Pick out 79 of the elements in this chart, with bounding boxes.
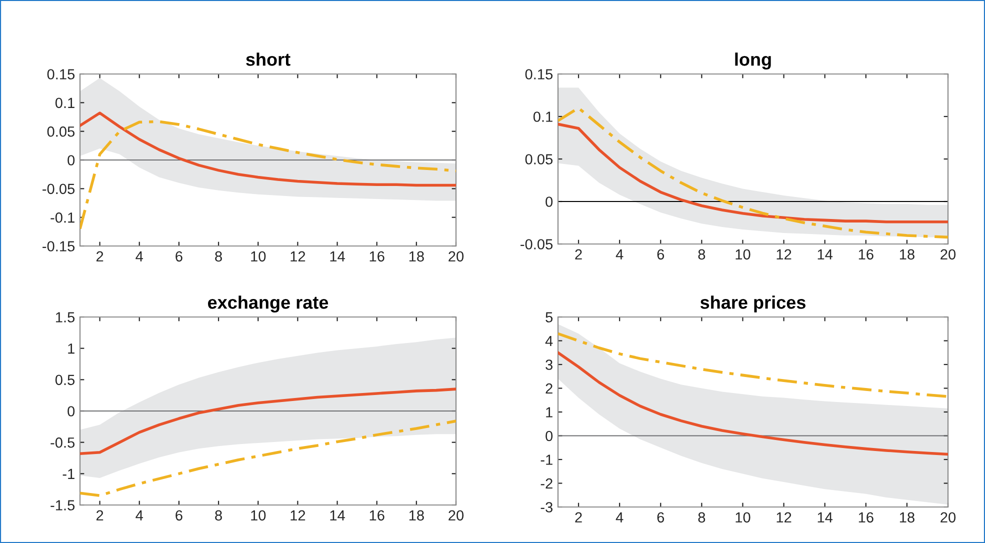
x-tick-label: 20 <box>940 249 956 260</box>
x-tick-label: 8 <box>215 510 222 521</box>
x-tick-label: 8 <box>698 249 706 260</box>
x-tick-label: 10 <box>736 512 750 523</box>
line-series <box>80 388 456 456</box>
y-tick-label: -3 <box>540 502 552 512</box>
y-tick-label: 0.1 <box>55 98 74 108</box>
x-tick-label: 12 <box>290 251 306 262</box>
chart-title: exchange rate <box>208 296 328 312</box>
x-tick-label: 14 <box>330 251 345 262</box>
x-tick-label: 14 <box>330 510 345 520</box>
y-tick-label: 0.5 <box>55 374 75 386</box>
x-tick-label: 12 <box>776 249 792 260</box>
x-tick-label: 8 <box>698 512 706 523</box>
y-tick-label: -1 <box>540 454 552 465</box>
line-series <box>80 120 456 230</box>
x-tick-label: 18 <box>900 512 914 523</box>
x-tick-label: 2 <box>96 510 104 520</box>
y-tick-label: 0.15 <box>47 69 75 80</box>
x-tick-label: 10 <box>736 249 750 260</box>
x-tick-label: 16 <box>370 251 384 262</box>
line-series <box>558 351 948 456</box>
x-tick-label: 2 <box>575 249 582 260</box>
x-tick-label: 6 <box>176 251 182 262</box>
x-tick-label: 18 <box>409 251 424 262</box>
y-tick-label: 0.1 <box>533 112 552 122</box>
y-tick-label: 1 <box>68 344 74 354</box>
line-series <box>558 332 948 398</box>
y-tick-label: -1 <box>62 468 74 479</box>
y-tick-label: 0 <box>68 155 75 166</box>
x-tick-label: 16 <box>370 510 384 521</box>
y-tick-label: 0 <box>546 430 553 442</box>
x-tick-label: 4 <box>136 251 143 262</box>
x-tick-label: 16 <box>858 512 874 523</box>
line-series <box>558 122 948 224</box>
x-tick-label: 12 <box>776 512 792 522</box>
x-tick-label: 4 <box>616 512 624 522</box>
y-tick-label: 2 <box>546 383 552 394</box>
x-tick-label: 10 <box>251 251 266 262</box>
y-tick-label: 0.15 <box>525 69 553 80</box>
x-tick-label: 16 <box>858 249 874 260</box>
x-tick-label: 8 <box>215 251 222 262</box>
x-tick-label: 20 <box>448 251 464 262</box>
x-tick-label: 4 <box>136 510 143 520</box>
y-tick-label: -2 <box>540 478 552 489</box>
y-tick-label: -0.05 <box>42 184 75 194</box>
y-tick-label: 1 <box>546 407 552 418</box>
y-tick-label: -0.05 <box>520 239 553 250</box>
y-tick-label: -0.15 <box>42 241 75 252</box>
x-tick-label: 20 <box>448 510 464 521</box>
x-tick-label: 2 <box>96 251 104 262</box>
x-tick-label: 4 <box>616 249 624 260</box>
x-tick-label: 10 <box>251 510 266 521</box>
y-tick-label: 0.05 <box>47 126 75 137</box>
x-tick-label: 6 <box>657 249 664 260</box>
y-tick-label: -0.1 <box>50 212 74 223</box>
x-tick-label: 2 <box>575 512 582 522</box>
y-tick-label: 0 <box>546 196 553 207</box>
x-tick-label: 12 <box>290 510 306 520</box>
line-series <box>80 112 456 187</box>
y-tick-label: 0 <box>68 406 75 416</box>
y-tick-label: 0.05 <box>525 154 553 164</box>
chart-title: long <box>735 52 771 70</box>
x-tick-label: 18 <box>409 510 424 521</box>
y-tick-label: 4 <box>545 336 553 346</box>
y-tick-label: 1.5 <box>56 312 75 322</box>
line-series <box>80 420 456 497</box>
y-tick-label: 3 <box>546 360 552 370</box>
x-tick-label: 14 <box>818 249 833 260</box>
x-tick-label: 20 <box>940 512 956 523</box>
x-tick-label: 6 <box>657 512 664 523</box>
chart-title: share prices <box>700 296 806 312</box>
x-tick-label: 18 <box>900 249 914 260</box>
chart-title: short <box>246 52 290 66</box>
y-tick-label: -1.5 <box>50 500 75 510</box>
y-tick-label: -0.5 <box>50 437 75 448</box>
y-tick-label: 5 <box>546 312 553 322</box>
x-tick-label: 14 <box>818 512 833 522</box>
x-tick-label: 6 <box>176 510 182 521</box>
